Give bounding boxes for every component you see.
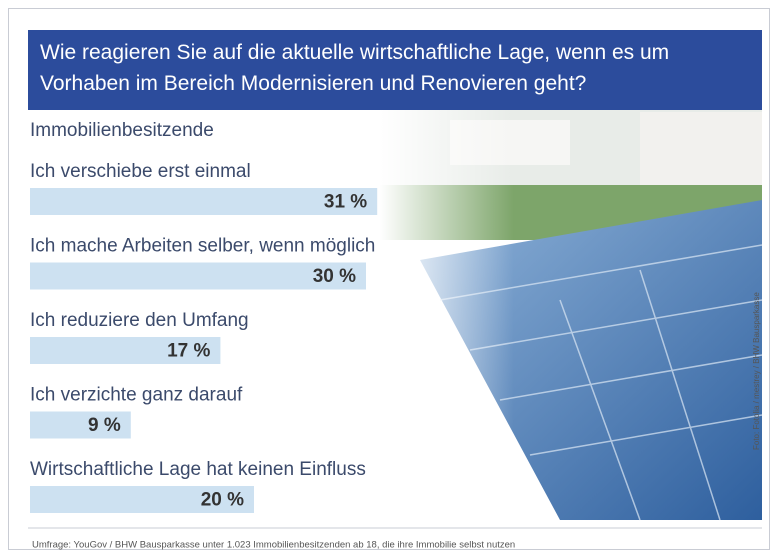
category-label: Ich mache Arbeiten selber, wenn möglich [30, 236, 375, 257]
value-label: 30 % [313, 266, 356, 287]
category-label: Ich reduziere den Umfang [30, 310, 249, 331]
photo-credit: Foto: Fotolia / mestrey / BHW Bausparkas… [752, 292, 761, 450]
value-label: 17 % [167, 341, 210, 362]
category-label: Ich verzichte ganz darauf [30, 385, 243, 406]
value-label: 9 % [88, 415, 121, 436]
chart-title: Wie reagieren Sie auf die aktuelle wirts… [28, 30, 762, 110]
value-label: 20 % [201, 490, 244, 511]
source: Umfrage: YouGov / BHW Bausparkasse unter… [32, 540, 515, 551]
value-label: 31 % [324, 192, 367, 213]
background-photo [380, 110, 762, 520]
category-label: Wirtschaftliche Lage hat keinen Einfluss [30, 459, 366, 480]
subtitle: Immobilienbesitzende [30, 120, 214, 141]
category-label: Ich verschiebe erst einmal [30, 161, 251, 182]
page: Immobilienbesitzende Foto: Fotolia / mes… [0, 0, 780, 560]
